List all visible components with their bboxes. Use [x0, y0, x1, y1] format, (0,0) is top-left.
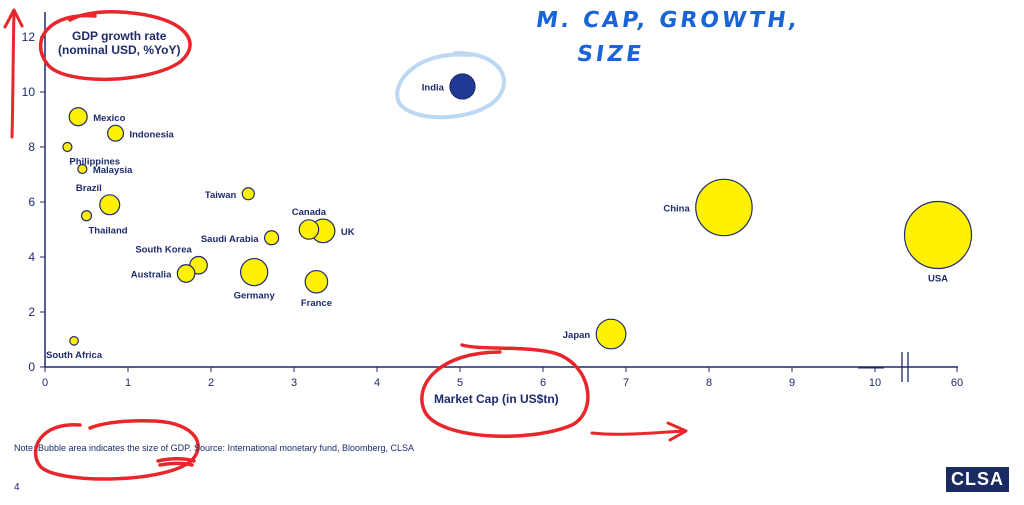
hand-circle-note [33, 419, 200, 481]
bubble-thailand [80, 210, 93, 222]
bubble-australia [176, 264, 196, 283]
hand-arrow-up-head [3, 8, 24, 29]
bubble-label-thailand: Thailand [89, 226, 128, 237]
bubble-label-taiwan: Taiwan [205, 190, 237, 201]
x-tick-label-4: 4 [374, 377, 380, 389]
bubble-mexico [68, 107, 88, 127]
bubble-france [304, 269, 329, 294]
bubble-label-japan: Japan [563, 330, 591, 341]
bubble-label-south-korea: South Korea [135, 245, 192, 256]
x-tick-label-5: 5 [457, 377, 463, 389]
x-tick-label-2: 2 [208, 377, 214, 389]
y-tick-label-6: 6 [28, 195, 35, 209]
bubble-label-germany: Germany [234, 291, 276, 302]
y-tick-label-10: 10 [22, 85, 36, 99]
hand-circle-india [395, 50, 507, 120]
bubble-label-usa: USA [928, 274, 948, 285]
hand-arrow-right-head [666, 421, 688, 442]
bubble-brazil [99, 194, 121, 216]
bubble-philippines [62, 141, 73, 153]
x-tick-label-10: 10 [869, 377, 881, 389]
handwritten-note-line-2: SIZE [575, 42, 646, 67]
bubble-china [695, 178, 753, 237]
bubble-label-uk: UK [341, 227, 355, 238]
y-axis-title-line-2: (nominal USD, %YoY) [58, 43, 181, 57]
bubble-indonesia [107, 124, 125, 142]
bubble-series: USA China Japan Germany India UK France Brazil C… [46, 73, 973, 361]
clsa-logo: CLSA [946, 467, 1009, 492]
bubble-india [449, 73, 476, 100]
hand-circle-ytitle [38, 10, 192, 82]
x-tick-label-1: 1 [125, 377, 131, 389]
y-axis-title-line-1: GDP growth rate [71, 29, 167, 43]
bubble-usa [903, 200, 973, 270]
x-tick-label-7: 7 [623, 377, 629, 389]
x-axis-title: Market Cap (in US$tn) [434, 392, 559, 406]
y-tick-label-8: 8 [28, 140, 35, 154]
source-note: Note: Bubble area indicates the size of … [14, 443, 415, 453]
bubble-malaysia [77, 163, 88, 175]
bubble-germany [239, 257, 269, 287]
bubble-canada [298, 219, 320, 240]
x-tick-label-60: 60 [951, 377, 963, 389]
bubble-label-south-africa: South Africa [46, 350, 103, 361]
x-tick-label-3: 3 [291, 377, 297, 389]
annotation-pen-layer [3, 8, 688, 481]
bubble-label-china: China [663, 204, 690, 215]
hand-underline-gdp [156, 457, 196, 467]
bubble-saudi-arabia [263, 230, 280, 246]
y-tick-label-4: 4 [28, 250, 35, 264]
y-tick-label-0: 0 [28, 360, 35, 374]
x-tick-label-6: 6 [540, 377, 546, 389]
hand-circle-xtitle [420, 343, 590, 438]
bubble-taiwan [241, 187, 255, 201]
bubble-label-france: France [301, 298, 332, 309]
annotation-layer [395, 50, 507, 120]
y-tick-label-2: 2 [28, 305, 35, 319]
bubble-label-australia: Australia [131, 270, 172, 281]
bubble-label-mexico: Mexico [93, 113, 125, 124]
bubble-south-africa [69, 336, 79, 346]
bubble-label-saudi-arabia: Saudi Arabia [201, 234, 259, 245]
x-tick-label-0: 0 [42, 377, 48, 389]
x-tick-label-9: 9 [789, 377, 795, 389]
hand-arrow-right-shaft [590, 429, 686, 436]
bubble-label-indonesia: Indonesia [129, 129, 174, 140]
page-number: 4 [14, 482, 20, 493]
bubble-label-brazil: Brazil [76, 183, 102, 194]
y-axis-title: GDP growth rate (nominal USD, %YoY) [58, 29, 180, 57]
y-tick-label-12: 12 [22, 30, 36, 44]
hand-arrow-up-shaft [10, 10, 16, 139]
bubble-label-philippines: Philippines [69, 156, 120, 167]
x-tick-label-8: 8 [706, 377, 712, 389]
bubble-label-india: India [422, 83, 445, 94]
handwritten-note-line-1: M. CAP, GROWTH, [534, 8, 802, 33]
bubble-label-canada: Canada [292, 207, 327, 218]
bubble-japan [595, 318, 627, 350]
bubble-label-malaysia: Malaysia [93, 165, 133, 176]
